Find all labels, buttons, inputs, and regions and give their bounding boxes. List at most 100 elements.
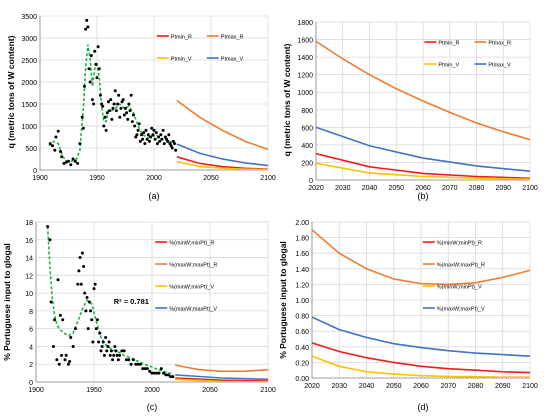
x-tick-label: 2090 — [495, 383, 511, 390]
data-point — [159, 133, 163, 137]
data-point — [98, 93, 102, 97]
data-point — [161, 128, 165, 132]
data-point — [87, 67, 91, 71]
r-squared-annotation: R² = 0.781 — [114, 297, 149, 306]
x-tick-label: 2050 — [386, 383, 402, 390]
data-point — [73, 327, 77, 331]
data-point — [51, 344, 55, 348]
y-tick-label: 10 — [25, 291, 33, 298]
data-point — [64, 353, 68, 357]
data-point — [115, 353, 119, 357]
y-tick-label: 0.80 — [295, 314, 309, 321]
data-point — [107, 340, 111, 344]
chart-panel-4: 0.00 0.20 0.40 0.60 0.80 1.00 1.20 1.40 1.60 1.80… — [278, 220, 538, 412]
data-point — [89, 309, 93, 313]
data-point — [122, 113, 126, 117]
y-tick-label: 1.20 — [295, 282, 309, 289]
data-point — [153, 137, 157, 141]
data-point — [111, 358, 115, 362]
y-tick-label: 0 — [33, 168, 37, 175]
y-tick-label: 600 — [301, 125, 313, 132]
plot-area — [46, 224, 268, 382]
data-point — [170, 146, 174, 150]
data-point — [150, 126, 154, 130]
chart-panel-1: 0 500 1000 1500 2000 2500 3000 3500 1900 1950 2000… — [6, 14, 276, 201]
data-point — [142, 131, 146, 135]
data-point — [120, 349, 124, 353]
data-point — [48, 238, 52, 242]
data-point — [113, 89, 117, 93]
data-point — [97, 340, 101, 344]
y-tick-label: 1200 — [297, 73, 313, 80]
data-point — [89, 54, 93, 58]
data-point — [124, 358, 128, 362]
data-point — [91, 340, 95, 344]
x-tick-label: 2050 — [202, 387, 218, 394]
y-tick-label: 0.20 — [295, 360, 309, 367]
data-point — [114, 349, 118, 353]
x-tick-label: 1950 — [89, 175, 105, 182]
data-point — [174, 148, 178, 152]
data-point — [137, 122, 141, 126]
data-point — [109, 98, 113, 102]
panel-caption: (b) — [418, 191, 429, 201]
data-point — [93, 282, 97, 286]
data-point — [101, 104, 105, 108]
data-point — [99, 349, 103, 353]
data-point — [141, 367, 145, 371]
data-point — [158, 139, 162, 143]
data-point — [82, 84, 86, 88]
data-point — [111, 106, 115, 110]
y-tick-label: 400 — [301, 143, 313, 150]
data-point — [155, 371, 159, 375]
data-point — [100, 102, 104, 106]
data-point — [85, 18, 89, 22]
data-point — [86, 25, 90, 29]
y-tick-label: 1600 — [297, 38, 313, 45]
data-point — [141, 137, 145, 141]
data-point — [136, 128, 140, 132]
x-tick-label: 2100 — [260, 175, 276, 182]
x-tick-label: 2000 — [146, 175, 162, 182]
data-point — [100, 344, 104, 348]
panel-caption: (a) — [149, 191, 160, 201]
y-tick-label: 0.40 — [295, 345, 309, 352]
data-point — [119, 106, 123, 110]
x-tick-label: 2020 — [304, 383, 320, 390]
y-tick-label: 500 — [25, 146, 37, 153]
data-point — [139, 133, 143, 137]
x-tick-label: 2090 — [495, 185, 511, 192]
data-point — [114, 109, 118, 113]
data-point — [128, 109, 132, 113]
data-point — [92, 102, 96, 106]
x-tick-label: 2050 — [388, 185, 404, 192]
data-point — [105, 111, 109, 115]
data-point — [150, 371, 154, 375]
data-point — [49, 300, 53, 304]
data-point — [118, 115, 122, 119]
data-point — [149, 135, 153, 139]
data-point — [143, 367, 147, 371]
legend-entry: %(maxW;maxPt)_V — [437, 307, 485, 313]
data-point — [144, 128, 148, 132]
data-point — [127, 358, 131, 362]
y-tick-label: 1.80 — [295, 236, 309, 243]
data-point — [167, 133, 171, 137]
data-point — [82, 264, 86, 268]
data-point — [110, 117, 114, 121]
data-point — [60, 353, 64, 357]
data-point — [73, 159, 77, 163]
data-point — [163, 135, 167, 139]
legend-entry: Ptmin_V — [171, 57, 192, 63]
data-point — [64, 160, 68, 164]
series-line--minw-minpt-v — [312, 355, 530, 378]
data-point — [94, 62, 98, 66]
data-point — [95, 318, 99, 322]
data-point — [48, 142, 52, 146]
data-point — [127, 102, 131, 106]
data-point — [164, 373, 168, 377]
data-point — [171, 139, 175, 143]
data-point — [83, 291, 87, 295]
panel-caption: (d) — [418, 402, 429, 412]
data-point — [69, 163, 73, 167]
